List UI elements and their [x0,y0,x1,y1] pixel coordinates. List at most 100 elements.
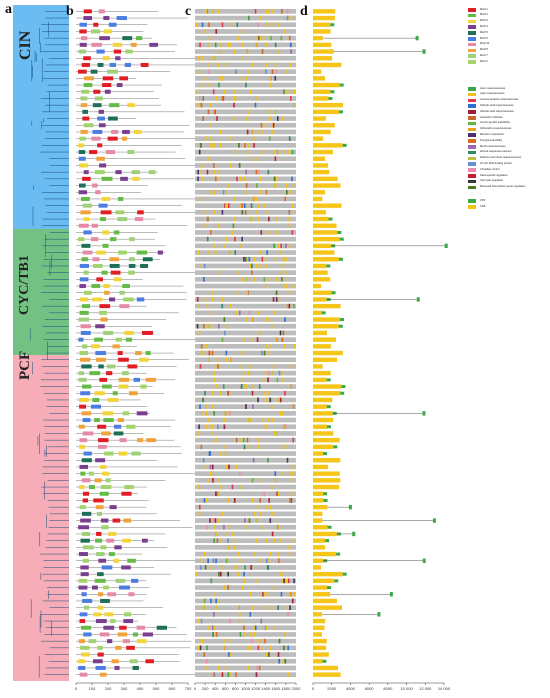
cis-element [287,672,290,677]
cis-element [290,49,292,54]
cds-box [313,364,323,369]
promoter-bar [195,22,296,28]
cis-element [200,143,202,148]
cds-box [313,196,323,202]
motif-box [103,625,115,630]
gene-legend-swatch [468,205,476,209]
cis-element [273,538,276,543]
cis-element [217,491,220,497]
motif-box [83,16,93,21]
motif-box [136,411,148,416]
cis-element [202,163,204,168]
cis-element [282,149,285,155]
cis-element [248,143,250,148]
cis-element [266,370,269,376]
cis-element [256,156,259,162]
cis-element [234,196,236,202]
cis-element [235,672,237,677]
motif-box [78,337,84,342]
cis-element [204,464,207,470]
cis-element [254,551,256,557]
motif-box [81,304,91,309]
cds-box [313,250,335,255]
cis-element [285,283,287,289]
motif-box [145,377,156,382]
element-legend-label: Defense and stress responsiveness [480,156,522,160]
motif-box [92,103,102,108]
axis-b-tick-label: 0 [75,686,78,691]
motif-box [146,438,157,443]
promoter-bar [195,417,296,423]
cis-element [248,15,250,21]
cis-element [243,337,245,342]
cis-element [229,163,232,168]
cis-element [285,189,288,195]
motif-box [111,129,119,134]
motif-box [106,371,113,376]
cis-element [267,9,270,14]
cis-element [224,444,226,450]
cis-element [248,310,251,316]
motif-box [81,531,90,536]
motif-legend-label: Motif 7 [480,53,488,57]
cis-element [213,163,215,168]
cis-element [279,250,281,255]
motif-box [82,203,93,208]
cis-element [249,364,251,369]
cis-element [250,645,252,651]
motif-box [118,357,129,362]
cis-element [267,652,270,657]
motif-box [128,270,135,275]
cis-element [204,210,207,215]
cis-element [214,518,217,523]
motif-box [100,210,112,215]
cis-element [218,49,221,54]
cis-element [287,149,290,155]
cis-element [271,129,274,135]
axis-b-tick-label: 300 [121,686,128,691]
cis-element [276,337,278,342]
cis-element [253,625,255,631]
cis-element [202,397,204,403]
cis-element [258,169,260,175]
cis-element [226,357,228,363]
cds-box [313,665,338,671]
cis-element [204,29,206,34]
cis-element [214,243,216,249]
motif-box [95,619,107,624]
cis-element [224,243,226,249]
cis-element [207,558,209,564]
motif-box [80,210,91,215]
cis-element [251,605,254,610]
cis-element [244,518,246,523]
promoter-bar [195,484,296,490]
element-legend-swatch [468,98,476,103]
cis-element [200,350,203,356]
motif-box [79,612,88,617]
axis-c-tick-label: 1600 [271,686,281,691]
cis-element [276,176,278,182]
cis-element [200,344,203,349]
cis-element [230,357,232,363]
cis-element [258,216,260,222]
cis-element [196,297,199,302]
cis-element [207,625,209,631]
motif-box [79,464,89,469]
cis-element [290,498,293,503]
motif-legend-label: Motif 10 [480,42,490,46]
cis-element [252,457,255,463]
cis-element [211,404,214,409]
motif-box [115,645,122,650]
promoter-bar [195,531,296,537]
promoter-bar [195,29,296,34]
cis-element [244,256,247,262]
cis-element [197,431,199,436]
cis-element [281,116,284,121]
cis-element [259,498,262,503]
motif-box [134,217,144,222]
cis-element [288,303,291,309]
cds-box [313,230,338,235]
cis-element [243,203,246,208]
cis-element [280,243,282,249]
cis-element [196,22,198,28]
